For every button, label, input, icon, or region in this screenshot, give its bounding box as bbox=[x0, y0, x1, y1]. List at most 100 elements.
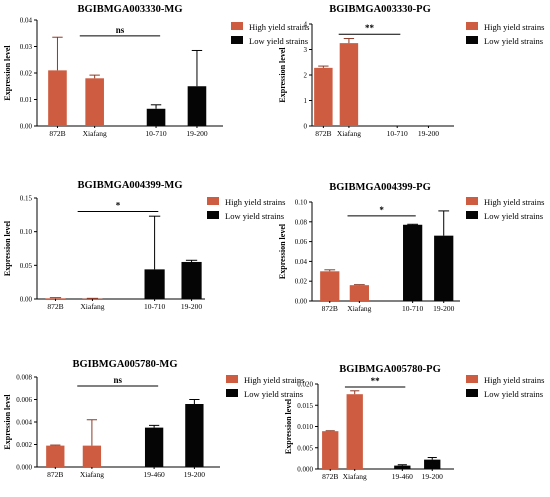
y-tick-label: 0.005 bbox=[297, 444, 313, 452]
y-tick-label: 0.000 bbox=[16, 464, 32, 472]
y-tick-label: 0 bbox=[304, 123, 308, 131]
bar-19-200 bbox=[434, 235, 454, 301]
bar-19-460 bbox=[144, 427, 164, 467]
x-tick-label: 19-200 bbox=[186, 129, 207, 138]
y-tick-label: 2 bbox=[304, 72, 308, 80]
x-tick-label: 872B bbox=[315, 129, 331, 138]
y-tick-label: 1 bbox=[304, 97, 308, 105]
x-tick-label: Xiafang bbox=[80, 470, 104, 479]
legend-label-high: High yield strains bbox=[484, 197, 544, 207]
significance-label: ** bbox=[365, 23, 375, 33]
legend-label-low: Low yield strains bbox=[225, 211, 284, 221]
y-tick-label: 0.02 bbox=[20, 70, 33, 78]
bar-Xiafang bbox=[339, 43, 359, 126]
significance-label: ns bbox=[113, 375, 122, 385]
bar-19-200 bbox=[187, 86, 207, 126]
legend-label-high: High yield strains bbox=[244, 375, 304, 385]
legend-label-low: Low yield strains bbox=[484, 36, 543, 46]
bar-Xiafang bbox=[85, 78, 104, 126]
y-tick-label: 0.015 bbox=[297, 402, 313, 410]
bar-872B bbox=[314, 67, 333, 126]
legend-swatch-low bbox=[226, 389, 238, 397]
bar-872B bbox=[320, 271, 340, 301]
y-axis-label: Expression level bbox=[278, 47, 287, 103]
y-tick-label: 4 bbox=[304, 21, 308, 29]
panel-title: BGIBMGA004399-MG bbox=[78, 180, 183, 191]
legend-swatch-low bbox=[231, 36, 243, 44]
legend-swatch-high bbox=[207, 197, 219, 205]
y-tick-label: 0.06 bbox=[295, 238, 308, 246]
x-tick-label: 872B bbox=[322, 304, 338, 313]
legend-swatch-high bbox=[466, 22, 478, 30]
x-tick-label: Xiafang bbox=[83, 129, 107, 138]
bar-10-710 bbox=[144, 269, 165, 299]
y-tick-label: 0.01 bbox=[20, 96, 33, 104]
bar-872B bbox=[46, 445, 65, 467]
y-axis-label: Expression level bbox=[284, 398, 293, 454]
y-axis-label: Expression level bbox=[278, 223, 287, 279]
bar-Xiafang bbox=[82, 445, 102, 467]
bar-Xiafang bbox=[349, 285, 369, 301]
legend-label-high: High yield strains bbox=[225, 197, 285, 207]
x-tick-label: 19-200 bbox=[422, 472, 443, 481]
y-tick-label: 0.03 bbox=[20, 43, 33, 51]
y-tick-label: 0.04 bbox=[295, 258, 308, 266]
legend-label-low: Low yield strains bbox=[484, 211, 543, 221]
legend-swatch-high bbox=[226, 375, 238, 383]
x-tick-label: Xiafang bbox=[343, 472, 367, 481]
legend-label-high: High yield strains bbox=[484, 22, 544, 32]
bar-10-710 bbox=[403, 224, 423, 301]
panel-title: BGIBMGA004399-PG bbox=[329, 182, 431, 193]
x-tick-label: Xiafang bbox=[80, 302, 104, 311]
y-tick-label: 0.004 bbox=[16, 419, 32, 427]
x-tick-label: 10-710 bbox=[145, 129, 166, 138]
y-tick-label: 0.10 bbox=[20, 228, 33, 236]
y-tick-label: 3 bbox=[304, 46, 308, 54]
y-axis-label: Expression level bbox=[3, 220, 12, 276]
y-tick-label: 0.010 bbox=[297, 423, 313, 431]
bar-19-200 bbox=[185, 404, 204, 467]
legend-label-high: High yield strains bbox=[484, 375, 544, 385]
x-tick-label: 872B bbox=[322, 472, 338, 481]
legend-label-low: Low yield strains bbox=[244, 389, 303, 399]
bar-872B bbox=[45, 298, 66, 299]
y-tick-label: 0.00 bbox=[295, 298, 308, 306]
panel-1: BGIBMGA003330-MG Expression level 0.00 0.01… bbox=[3, 4, 309, 138]
panel-3: BGIBMGA004399-MG Expression level 0.00 0.05… bbox=[3, 180, 285, 311]
legend-swatch-high bbox=[466, 197, 478, 205]
y-tick-label: 0.02 bbox=[295, 278, 308, 286]
panel-4: BGIBMGA004399-PG Expression level 0.00 0.02… bbox=[278, 182, 544, 313]
bar-10-710 bbox=[146, 108, 166, 126]
panel-title: BGIBMGA003330-PG bbox=[329, 4, 431, 15]
y-axis-label: Expression level bbox=[3, 45, 12, 101]
x-tick-label: 10-710 bbox=[387, 129, 408, 138]
y-axis-label: Expression level bbox=[3, 394, 12, 450]
panel-title: BGIBMGA003330-MG bbox=[78, 4, 183, 15]
legend-swatch-high bbox=[466, 375, 478, 383]
legend-swatch-low bbox=[207, 211, 219, 219]
x-tick-label: Xiafang bbox=[347, 304, 371, 313]
y-tick-label: 0.00 bbox=[20, 123, 33, 131]
legend-swatch-low bbox=[466, 389, 478, 397]
y-tick-label: 0.10 bbox=[295, 199, 308, 207]
x-tick-label: 19-200 bbox=[181, 302, 202, 311]
legend-swatch-high bbox=[231, 22, 243, 30]
y-tick-label: 0.05 bbox=[20, 262, 33, 270]
bar-19-200 bbox=[424, 459, 441, 469]
y-tick-label: 0.04 bbox=[20, 17, 33, 25]
panel-title: BGIBMGA005780-PG bbox=[339, 364, 441, 375]
x-tick-label: 872B bbox=[49, 129, 65, 138]
x-tick-label: 10-710 bbox=[144, 302, 165, 311]
x-tick-label: 872B bbox=[47, 302, 63, 311]
y-tick-label: 0.00 bbox=[20, 296, 33, 304]
panel-title: BGIBMGA005780-MG bbox=[73, 359, 178, 370]
legend-swatch-low bbox=[466, 36, 478, 44]
x-tick-label: 19-200 bbox=[433, 304, 454, 313]
legend-swatch-low bbox=[466, 211, 478, 219]
legend-label-low: Low yield strains bbox=[249, 36, 308, 46]
y-tick-label: 0.006 bbox=[16, 396, 32, 404]
legend-label-low: Low yield strains bbox=[484, 389, 543, 399]
y-tick-label: 0.000 bbox=[297, 466, 313, 474]
y-tick-label: 0.020 bbox=[297, 381, 313, 389]
